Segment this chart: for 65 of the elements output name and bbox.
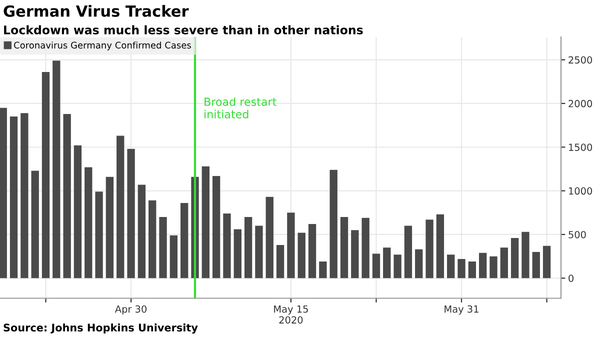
bar [138,184,146,278]
bar [0,108,7,278]
chart-title: German Virus Tracker [4,5,189,17]
y-tick-label: 2500 [568,56,592,64]
bar [234,229,242,278]
bar [159,217,167,278]
bar [500,248,508,278]
y-tick-label: 2000 [568,100,592,108]
bar [148,200,156,278]
bar [127,148,135,278]
x-tick-label: Apr 30 [114,305,147,315]
bar [170,235,178,278]
source-note: Source: Johns Hopkins University [4,323,198,334]
y-tick-label: 1000 [569,187,592,195]
bar [63,114,71,278]
bar [394,254,402,278]
bar [95,192,103,278]
bar [340,217,348,278]
bar [276,244,284,278]
bar [458,258,466,278]
bar [468,262,476,278]
bar [84,167,92,278]
bar [532,252,540,278]
bar [330,170,338,278]
bar [266,196,274,278]
bar [372,254,380,278]
bar [426,220,434,278]
bar [362,218,370,278]
bar [52,60,60,278]
bar [542,246,551,278]
bar [106,176,114,278]
bar [383,248,391,278]
x-tick-label: May 15 2020 [274,305,308,324]
bar [255,226,263,278]
bar [10,116,18,278]
bar [308,224,316,278]
bar [490,256,498,278]
y-tick-label: 500 [568,230,586,238]
bar [351,230,359,278]
bar [522,232,530,278]
bar [298,232,306,278]
bar [319,262,327,278]
bar [31,170,39,278]
bar [436,214,444,278]
bar [510,238,519,278]
bar [202,166,210,278]
bar [244,217,252,278]
bar [74,145,82,278]
bar [447,254,455,278]
bar [212,176,220,278]
y-tick-label: 0 [568,274,574,282]
bar [404,226,412,278]
x-tick-label: May 31 [444,305,478,315]
chart-subtitle: Lockdown was much less severe than in other nations [4,25,363,34]
bar [42,72,50,278]
bar [20,113,28,278]
bar [223,214,231,278]
legend-label: Coronavirus Germany Confirmed Cases [14,42,191,50]
bar [116,136,124,278]
bar [180,203,188,278]
y-tick-label: 1500 [569,144,592,151]
bar [287,212,295,278]
bar [478,252,487,278]
bar [415,249,423,278]
ref-line-label: Broad restart initiated [204,97,276,118]
